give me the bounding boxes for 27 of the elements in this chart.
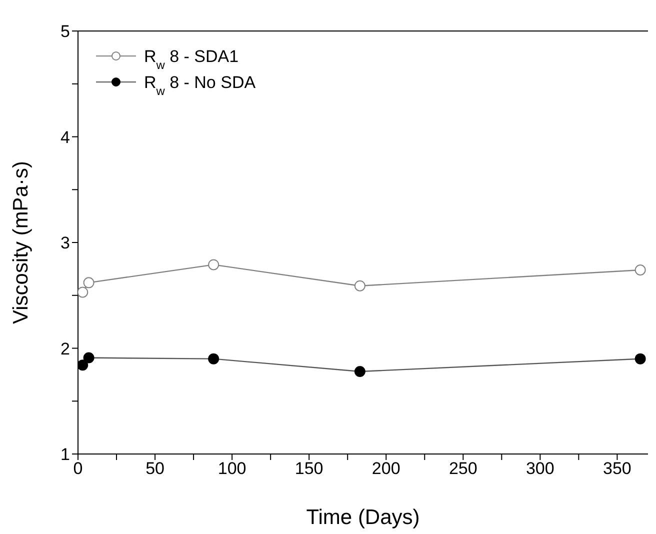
point [354, 366, 366, 378]
point [78, 360, 88, 371]
x-axis-title: Time (Days) [306, 506, 420, 529]
point [83, 277, 94, 288]
x-tick-label: 0 [73, 459, 83, 478]
x-tick-label: 200 [372, 459, 400, 478]
point [208, 353, 220, 364]
legend-label: R$_{w}$ 8 - No SDA [144, 73, 256, 98]
x-tick-label: 150 [294, 459, 324, 478]
x-tick-label: 50 [146, 459, 164, 478]
y-tick-label: 2 [60, 339, 70, 358]
point [354, 280, 366, 292]
x-tick-label: 250 [448, 459, 478, 478]
y-tick-label: 5 [60, 22, 70, 42]
point [83, 352, 94, 364]
x-tick-label: 100 [218, 459, 246, 478]
y-tick-label: 4 [60, 128, 70, 147]
legend-label: R$_{w}$ 8 - SDA1 [144, 47, 239, 72]
point [78, 286, 88, 298]
x-tick-label: 350 [603, 459, 632, 478]
y-tick-label: 1 [60, 445, 70, 464]
point [208, 259, 220, 270]
y-axis-title: Viscosity (mPa·s) [9, 161, 32, 324]
point [634, 264, 646, 276]
x-tick-label: 300 [526, 459, 554, 478]
point [634, 353, 646, 364]
y-tick-label: 3 [60, 234, 70, 253]
